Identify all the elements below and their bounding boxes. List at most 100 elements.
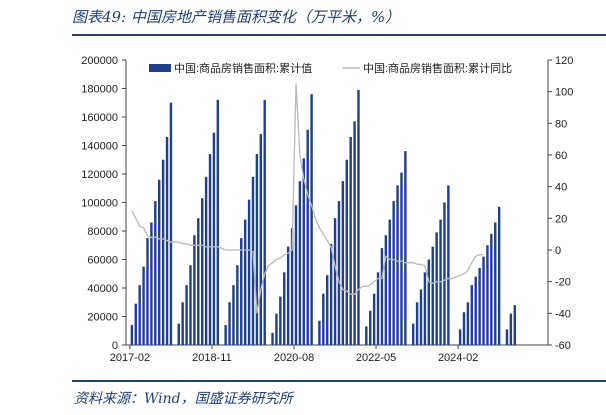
bar bbox=[415, 302, 419, 345]
bar bbox=[392, 201, 395, 345]
bar bbox=[380, 248, 384, 345]
x-tick-label: 2020-08 bbox=[274, 352, 314, 364]
bar bbox=[494, 222, 497, 345]
bar bbox=[365, 326, 368, 345]
bar bbox=[322, 293, 325, 345]
bar bbox=[200, 198, 204, 345]
bar bbox=[255, 154, 259, 345]
bar bbox=[154, 201, 157, 345]
bar bbox=[142, 266, 145, 345]
bar bbox=[388, 219, 391, 345]
left-tick-label: 100000 bbox=[81, 198, 118, 210]
bar bbox=[189, 265, 192, 345]
bar bbox=[458, 329, 462, 345]
bar bbox=[318, 320, 321, 345]
bar bbox=[470, 285, 474, 345]
left-tick-label: 80000 bbox=[87, 226, 118, 238]
bar bbox=[337, 201, 341, 345]
x-tick-label: 2017-02 bbox=[110, 352, 150, 364]
x-tick-label: 2022-05 bbox=[356, 352, 396, 364]
bar bbox=[130, 325, 134, 345]
right-tick-label: 40 bbox=[555, 182, 567, 194]
bar bbox=[490, 233, 493, 345]
bar bbox=[509, 313, 513, 345]
bar bbox=[181, 302, 184, 345]
left-tick-label: 0 bbox=[112, 340, 118, 352]
legend: 中国:商品房销售面积:累计值 中国:商品房销售面积:累计同比 bbox=[149, 61, 512, 75]
bar bbox=[427, 259, 431, 345]
bar bbox=[341, 181, 345, 345]
bar bbox=[216, 99, 220, 346]
legend-line-label: 中国:商品房销售面积:累计同比 bbox=[363, 61, 512, 75]
bar bbox=[462, 312, 466, 345]
bar bbox=[419, 289, 423, 345]
bar bbox=[158, 179, 161, 345]
bar bbox=[431, 246, 434, 345]
figure-title: 图表49: 中国房地产销售面积变化（万平米，%） bbox=[72, 8, 401, 26]
bar bbox=[310, 94, 313, 345]
x-tick-label: 2018-11 bbox=[192, 352, 232, 364]
bar bbox=[513, 305, 516, 345]
bar bbox=[275, 313, 278, 345]
right-tick-label: 20 bbox=[555, 213, 567, 225]
bar bbox=[224, 325, 227, 345]
bar bbox=[411, 323, 415, 345]
bar bbox=[298, 181, 302, 345]
bar bbox=[247, 199, 251, 345]
left-tick-label: 120000 bbox=[81, 169, 118, 181]
bar bbox=[353, 121, 356, 346]
bar bbox=[345, 159, 348, 345]
right-tick-label: 0 bbox=[555, 245, 561, 257]
bar bbox=[478, 268, 481, 345]
bar bbox=[290, 228, 294, 345]
bar bbox=[302, 158, 305, 345]
bar bbox=[279, 296, 282, 345]
bar bbox=[349, 136, 352, 345]
bar bbox=[369, 310, 372, 345]
bar bbox=[177, 323, 180, 345]
bar bbox=[138, 285, 141, 345]
right-tick-label: 120 bbox=[555, 55, 573, 67]
ticks: 0 20000 40000 60000 80000 100000 120000 140000 1… bbox=[81, 55, 573, 364]
left-tick-label: 180000 bbox=[81, 84, 118, 96]
line-series bbox=[131, 83, 484, 314]
bar bbox=[286, 246, 290, 345]
bar bbox=[236, 265, 239, 345]
right-tick-label: -40 bbox=[555, 308, 571, 320]
bar bbox=[240, 238, 243, 345]
bar bbox=[161, 159, 165, 345]
x-tick-label: 2024-02 bbox=[438, 352, 478, 364]
left-tick-label: 20000 bbox=[87, 312, 118, 324]
bar bbox=[384, 235, 388, 345]
bar bbox=[134, 303, 137, 345]
bar bbox=[443, 202, 446, 345]
left-tick-label: 160000 bbox=[81, 112, 118, 124]
bar bbox=[271, 332, 274, 345]
bar bbox=[263, 99, 266, 346]
bar bbox=[376, 272, 380, 345]
bar bbox=[228, 302, 231, 345]
right-tick-label: 60 bbox=[555, 150, 567, 162]
bar bbox=[466, 302, 470, 345]
source-note: 资料来源：Wind，国盛证券研究所 bbox=[74, 391, 293, 407]
bar bbox=[372, 293, 376, 345]
bar bbox=[423, 272, 427, 345]
bar bbox=[333, 218, 337, 345]
bar bbox=[232, 285, 235, 345]
bar bbox=[204, 176, 208, 345]
bar bbox=[283, 272, 286, 345]
bar bbox=[169, 102, 173, 345]
bar bbox=[243, 219, 247, 345]
bar bbox=[396, 185, 399, 345]
legend-bar-label: 中国:商品房销售面积:累计值 bbox=[174, 61, 312, 75]
bar bbox=[497, 206, 501, 345]
bar bbox=[357, 89, 360, 345]
bar bbox=[447, 185, 450, 345]
bar bbox=[505, 329, 509, 345]
left-tick-label: 60000 bbox=[87, 255, 118, 267]
bar bbox=[474, 276, 477, 345]
bar bbox=[326, 275, 329, 345]
right-tick-label: 80 bbox=[555, 118, 567, 130]
bar bbox=[185, 285, 188, 345]
